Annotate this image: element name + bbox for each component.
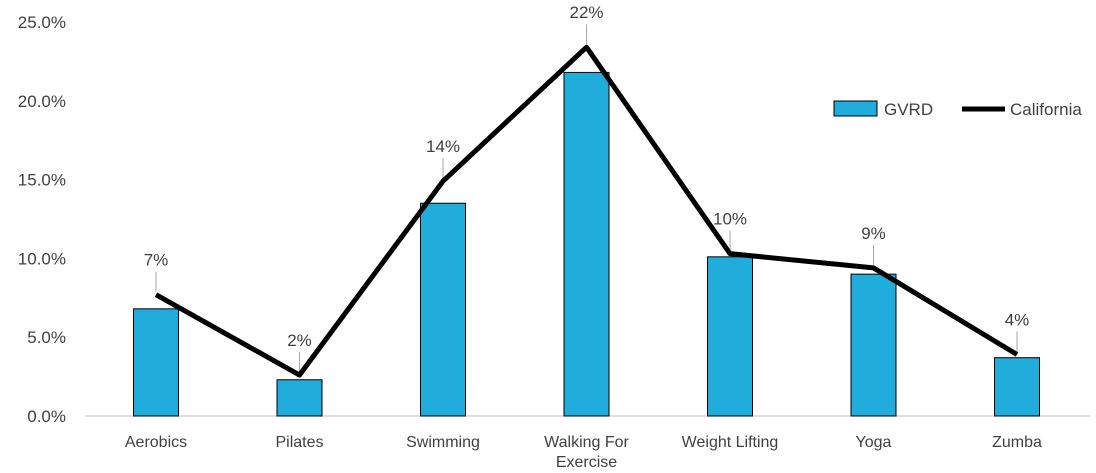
y-tick-label: 10.0% — [18, 249, 66, 268]
y-tick-label: 5.0% — [27, 328, 66, 347]
data-label: 2% — [287, 331, 312, 350]
data-label: 7% — [144, 251, 169, 270]
y-tick-label: 25.0% — [18, 13, 66, 32]
y-tick-label: 20.0% — [18, 92, 66, 111]
bar — [133, 308, 179, 417]
y-tick-label: 0.0% — [27, 407, 66, 426]
category-label: Pilates — [275, 434, 323, 451]
category-label: Swimming — [406, 434, 480, 451]
category-labels: Aerobics Pilates Swimming Walking For Exerci… — [125, 434, 1042, 471]
data-label: 9% — [861, 224, 886, 243]
legend-label-california: California — [1010, 100, 1082, 119]
y-axis-ticks: 0.0% 5.0% 10.0% 15.0% 20.0% 25.0% — [18, 13, 66, 426]
data-label: 4% — [1005, 311, 1030, 330]
category-label: Walking For — [544, 434, 629, 451]
bar — [994, 357, 1040, 417]
legend-swatch-gvrd — [833, 100, 878, 117]
data-labels: 7% 2% 14% 22% 10% 9% 4% — [144, 3, 1030, 350]
bar — [563, 71, 610, 417]
category-label: Yoga — [856, 434, 892, 451]
bar — [707, 256, 753, 417]
category-label: Exercise — [556, 454, 617, 471]
data-label-leaders — [155, 24, 1018, 373]
data-label: 22% — [569, 3, 603, 22]
line-series-california — [154, 44, 1019, 378]
bar — [420, 202, 466, 417]
bar-series-gvrd — [133, 71, 1040, 417]
bar — [276, 379, 323, 417]
legend-label-gvrd: GVRD — [884, 100, 933, 119]
category-label: Aerobics — [125, 434, 187, 451]
data-label: 10% — [713, 210, 747, 229]
category-label: Weight Lifting — [682, 434, 779, 451]
bar — [850, 273, 897, 417]
data-label: 14% — [426, 137, 460, 156]
y-tick-label: 15.0% — [18, 171, 66, 190]
category-label: Zumba — [992, 434, 1042, 451]
legend: GVRD California — [833, 100, 1082, 119]
